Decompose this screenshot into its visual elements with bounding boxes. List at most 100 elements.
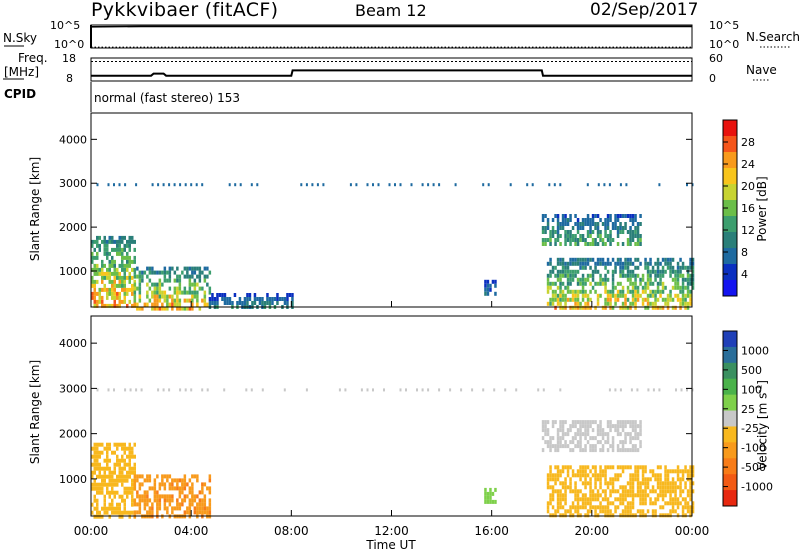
g-power-cell (629, 301, 632, 306)
g-vel-cell (549, 444, 552, 449)
g-vel-cell (644, 477, 647, 482)
g-power-cell (126, 259, 129, 264)
g-vel-cell (671, 501, 675, 506)
g-power-cell (594, 242, 597, 246)
g-power-cell (569, 242, 572, 246)
g-power-cell (98, 295, 101, 300)
g-power-cell (621, 273, 625, 278)
g-power-cell (138, 270, 142, 275)
g-power-cell (676, 265, 680, 270)
g-vel-cell (569, 477, 572, 482)
g-power-cell (131, 267, 134, 272)
g-vel-cell (148, 510, 152, 515)
g-vel-cell (556, 493, 560, 498)
g-vel-echo (449, 388, 452, 392)
g-vel-cell (624, 424, 627, 429)
g-vel-echo (261, 388, 264, 392)
g-vel-cell (679, 501, 682, 506)
g-power-cell (111, 239, 114, 244)
g-vel-cell (98, 474, 101, 479)
g-power-cell (158, 294, 162, 299)
g-vel-cell (161, 494, 164, 499)
g-vel-cell (606, 440, 610, 445)
power-colorbar-swatch (723, 264, 737, 281)
g-power-cell (221, 297, 224, 301)
g-vel-cell (96, 510, 99, 515)
g-power-cell (656, 305, 660, 310)
g-vel-cell (631, 444, 635, 449)
g-vel-cell (614, 473, 617, 478)
g-power-echo (322, 183, 325, 187)
g-vel-cell (138, 474, 142, 479)
g-vel-cell (158, 486, 162, 491)
g-vel-echo (179, 388, 182, 392)
g-power-cell (93, 267, 96, 272)
g-power-cell (581, 234, 585, 238)
g-vel-cell (674, 493, 677, 498)
g-vel-cell (601, 444, 605, 449)
g-power-cell (646, 301, 650, 306)
g-vel-cell (689, 489, 692, 494)
g-vel-cell (206, 506, 209, 511)
g-vel-cell (551, 493, 555, 498)
g-vel-cell (601, 448, 605, 453)
g-power-cell (168, 278, 172, 283)
g-power-cell (629, 218, 632, 222)
g-vel-cell (586, 432, 590, 437)
g-vel-cell (681, 497, 685, 502)
g-power-cell (191, 282, 194, 287)
g-vel-cell (689, 469, 692, 474)
g-power-cell (586, 230, 590, 234)
g-power-cell (629, 238, 632, 242)
g-vel-cell (128, 446, 131, 451)
g-power-cell (681, 297, 685, 302)
g-vel-cell (594, 497, 597, 502)
g-vel-cell (601, 473, 605, 478)
g-vel-cell (599, 424, 602, 429)
g-power-cell (98, 291, 101, 296)
g-power-cell (689, 265, 692, 270)
g-vel-cell (111, 482, 114, 487)
g-power-cell (153, 290, 157, 295)
g-power-cell (93, 271, 96, 276)
g-power-cell (579, 222, 582, 226)
g-vel-cell (93, 442, 96, 447)
g-power-cell (679, 305, 682, 310)
g-power-cell (554, 305, 557, 310)
power-colorbar-label: 20 (741, 180, 755, 193)
velocity-colorbar-frame (722, 330, 738, 507)
g-power-cell (629, 277, 632, 282)
g-vel-cell (128, 462, 131, 467)
g-power-cell (126, 263, 129, 268)
g-vel-cell (664, 481, 667, 486)
g-power-cell (126, 267, 129, 272)
g-power-cell (176, 290, 179, 295)
g-vel-cell (574, 509, 577, 514)
g-vel-cell (118, 514, 121, 519)
g-power-cell (96, 251, 99, 256)
g-power-cell (609, 242, 612, 246)
g-power-cell (98, 267, 101, 272)
g-power-cell (494, 291, 497, 296)
g-vel-cell (131, 446, 134, 451)
g-power-cell (211, 297, 214, 301)
g-power-echo (311, 183, 314, 187)
g-vel-cell (546, 509, 550, 514)
g-power-cell (101, 287, 104, 292)
g-vel-echo (168, 388, 171, 392)
g-power-cell (594, 238, 597, 242)
g-vel-cell (151, 510, 154, 515)
g-power-cell (178, 298, 182, 303)
freq-unit-label: [MHz] (4, 65, 40, 79)
g-power-cell (546, 238, 550, 242)
g-power-cell (178, 282, 182, 287)
g-vel-cell (604, 432, 607, 437)
g-vel-cell (684, 505, 687, 510)
g-power-cell (486, 287, 490, 292)
g-power-cell (604, 281, 607, 286)
g-power-cell (644, 285, 647, 290)
g-vel-cell (584, 432, 587, 437)
g-vel-cell (621, 428, 625, 433)
g-power-cell (121, 267, 124, 272)
g-power-cell (576, 301, 580, 306)
